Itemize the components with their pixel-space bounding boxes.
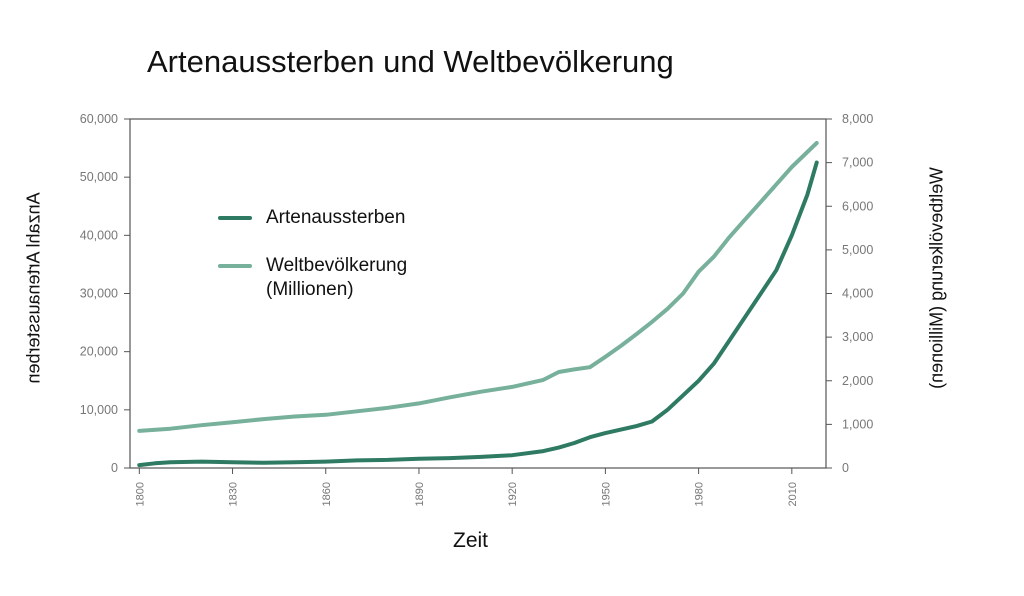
x-axis-label: Zeit bbox=[453, 529, 489, 552]
left-y-tick-label: 10,000 bbox=[80, 403, 118, 417]
left-y-tick-label: 30,000 bbox=[80, 287, 118, 301]
right-axis-label: Weltbevölkerung (Millionen) bbox=[926, 167, 949, 389]
right-y-tick-label: 7,000 bbox=[842, 156, 873, 170]
left-y-tick-label: 20,000 bbox=[80, 345, 118, 359]
x-tick-label: 1860 bbox=[321, 482, 333, 506]
right-y-tick-label: 3,000 bbox=[842, 330, 873, 344]
x-tick-label: 1800 bbox=[134, 482, 146, 506]
x-tick-label: 1890 bbox=[414, 482, 426, 506]
right-y-tick-label: 1,000 bbox=[842, 417, 873, 431]
legend-swatch-weltbevoelkerung bbox=[218, 264, 252, 268]
left-y-tick-label: 40,000 bbox=[80, 228, 118, 242]
left-y-tick-label: 50,000 bbox=[80, 170, 118, 184]
right-y-tick-label: 0 bbox=[842, 461, 849, 475]
legend-swatch-artenaussterben bbox=[218, 216, 252, 220]
right-axis-label-text: Weltbevölkerung (Millionen) bbox=[926, 167, 947, 389]
left-y-tick-label: 60,000 bbox=[80, 112, 118, 126]
left-axis-label-box bbox=[8, 165, 60, 410]
x-tick-label: 1920 bbox=[507, 482, 519, 506]
x-tick-label: 1980 bbox=[694, 482, 706, 506]
left-y-tick-label: 0 bbox=[111, 461, 118, 475]
legend-label-weltbevoelkerung: Weltbevölkerung (Millionen) bbox=[266, 255, 408, 300]
chart-title-box: Artenaussterben und Weltbevölkerung bbox=[137, 40, 827, 86]
right-y-tick-label: 2,000 bbox=[842, 374, 873, 388]
x-tick-label: 1950 bbox=[600, 482, 612, 506]
chart-title: Artenaussterben und Weltbevölkerung bbox=[147, 44, 674, 79]
right-axis-label-box bbox=[908, 163, 966, 393]
series-line-artenaussterben bbox=[137, 160, 819, 468]
series-line-weltbevoelkerung bbox=[137, 141, 819, 433]
left-axis-label: Anzahl Artenaussterben bbox=[23, 192, 44, 384]
right-y-tick-label: 5,000 bbox=[842, 243, 873, 257]
legend: Artenaussterben Weltbevölkerung (Million… bbox=[210, 198, 486, 310]
x-tick-label: 2010 bbox=[787, 482, 799, 506]
right-y-tick-label: 4,000 bbox=[842, 287, 873, 301]
legend-label-artenaussterben: Artenaussterben bbox=[266, 207, 406, 228]
right-y-tick-label: 8,000 bbox=[842, 112, 873, 126]
x-tick-label: 1830 bbox=[228, 482, 240, 506]
x-axis-label-box: Zeit bbox=[443, 524, 521, 562]
right-y-tick-label: 6,000 bbox=[842, 199, 873, 213]
